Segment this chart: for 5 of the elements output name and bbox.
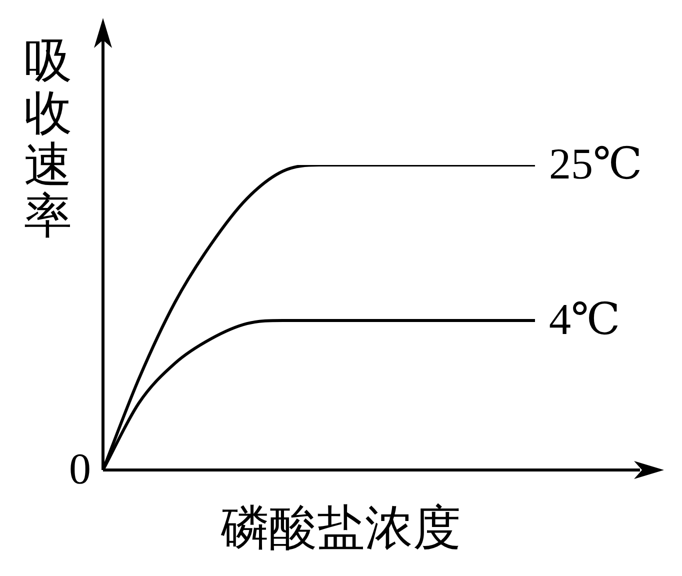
series-label: 4℃ (549, 295, 620, 344)
x-axis-title: 磷酸盐浓度 (220, 501, 462, 557)
series-label: 25℃ (549, 140, 642, 189)
y-axis-title: 吸收速率 (23, 35, 73, 244)
annotation: 0 (69, 444, 91, 494)
